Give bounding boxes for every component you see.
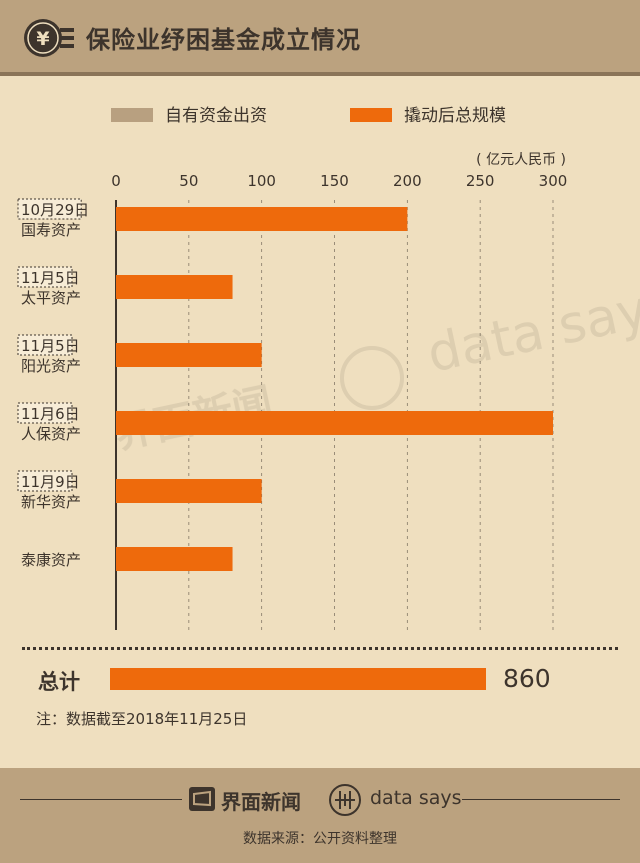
total-divider	[22, 647, 618, 650]
category-label: 阳光资产	[21, 357, 81, 375]
category-date: 11月6日	[21, 405, 80, 423]
datasays-brand: data says	[370, 787, 462, 809]
x-tick-label: 300	[539, 172, 568, 190]
x-tick-label: 50	[179, 172, 198, 190]
bar	[116, 547, 233, 571]
category-label: 人保资产	[21, 425, 81, 443]
svg-text:¥: ¥	[36, 28, 49, 50]
x-tick-label: 100	[247, 172, 276, 190]
category-label: 国寿资产	[21, 221, 81, 239]
bar	[116, 207, 408, 231]
footer-rule-right	[462, 799, 620, 800]
date-tag	[17, 402, 73, 424]
bar-chart: 自有资金出资 撬动后总规模 ( 亿元人民币 ) 0 50 100 150 200 250 300 1…	[17, 106, 568, 630]
date-tag	[17, 198, 82, 220]
bar	[116, 411, 553, 435]
header-divider	[0, 72, 640, 76]
jiemian-brand: 界面新闻	[221, 790, 301, 814]
legend-swatch	[350, 108, 392, 122]
axis-unit-label: ( 亿元人民币 )	[476, 152, 566, 168]
legend-swatch	[111, 108, 153, 122]
x-tick-label: 250	[466, 172, 495, 190]
category-date: 11月9日	[21, 473, 80, 491]
page-title: 保险业纾困基金成立情况	[86, 26, 361, 54]
bar	[116, 479, 262, 503]
data-source: 数据来源：公开资料整理	[243, 831, 397, 847]
total-label: 总计	[38, 670, 80, 694]
date-tag	[17, 334, 73, 356]
x-tick-label: 0	[111, 172, 121, 190]
total-value: 860	[503, 664, 551, 693]
yuan-coin-icon: ¥	[24, 19, 74, 57]
category-date: 11月5日	[21, 337, 80, 355]
bar	[116, 275, 233, 299]
category-label: 新华资产	[21, 493, 81, 511]
date-tag	[17, 266, 73, 288]
category-label: 泰康资产	[21, 551, 81, 569]
footer-band	[0, 768, 640, 863]
legend-label: 撬动后总规模	[404, 106, 506, 126]
date-tag	[17, 470, 73, 492]
footer-rule-left	[20, 799, 182, 800]
x-tick-label: 150	[320, 172, 349, 190]
category-date: 10月29日	[21, 201, 89, 219]
header-band	[0, 0, 640, 72]
total-bar	[110, 668, 486, 690]
jiemian-logo-icon	[189, 787, 215, 811]
category-date: 11月5日	[21, 269, 80, 287]
datasays-logo-icon	[329, 784, 361, 816]
legend-label: 自有资金出资	[165, 106, 267, 126]
data-note: 注：数据截至2018年11月25日	[36, 710, 248, 728]
bar	[116, 343, 262, 367]
x-tick-label: 200	[393, 172, 422, 190]
category-label: 太平资产	[21, 289, 81, 307]
